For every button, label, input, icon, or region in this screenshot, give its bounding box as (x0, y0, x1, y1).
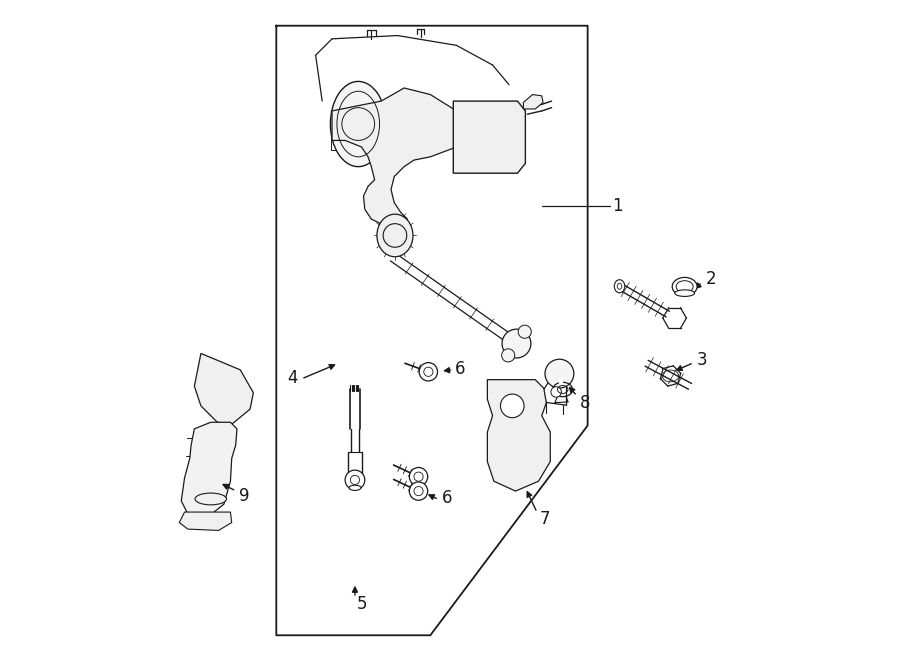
Polygon shape (181, 422, 237, 518)
Text: 9: 9 (238, 486, 249, 504)
Circle shape (345, 470, 364, 490)
Ellipse shape (672, 278, 698, 295)
Circle shape (501, 349, 515, 362)
Text: 6: 6 (455, 360, 465, 377)
Circle shape (551, 387, 562, 397)
Ellipse shape (615, 280, 625, 293)
Text: 1: 1 (613, 197, 623, 215)
Text: 2: 2 (706, 270, 716, 288)
Ellipse shape (675, 290, 695, 296)
Text: 6: 6 (442, 488, 452, 506)
Circle shape (545, 359, 574, 388)
Text: 7: 7 (540, 510, 550, 528)
Polygon shape (194, 354, 254, 424)
Circle shape (383, 223, 407, 247)
Ellipse shape (330, 81, 386, 167)
Circle shape (502, 329, 531, 358)
Polygon shape (179, 512, 231, 530)
Polygon shape (524, 95, 543, 109)
Text: 8: 8 (580, 393, 590, 412)
Circle shape (500, 394, 524, 418)
Polygon shape (454, 101, 526, 173)
Circle shape (410, 467, 427, 486)
Ellipse shape (195, 493, 227, 505)
Circle shape (419, 363, 437, 381)
Text: 5: 5 (357, 596, 367, 613)
Polygon shape (488, 379, 550, 491)
Text: 4: 4 (287, 369, 298, 387)
Text: 3: 3 (697, 351, 707, 369)
Circle shape (410, 482, 427, 500)
Polygon shape (332, 88, 464, 225)
Ellipse shape (349, 485, 361, 490)
Ellipse shape (377, 214, 413, 256)
Circle shape (518, 325, 531, 338)
